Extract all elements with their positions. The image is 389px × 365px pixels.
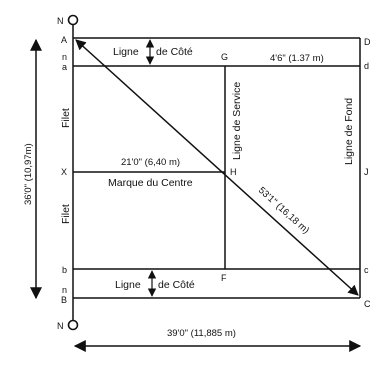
net-post-top bbox=[67, 14, 79, 26]
point-J: J bbox=[364, 167, 369, 177]
side-line-label-top-left: Ligne bbox=[113, 46, 139, 58]
point-d: d bbox=[364, 61, 369, 71]
point-C: C bbox=[364, 299, 371, 309]
court-width-dimension: 36'0" (10,97m) bbox=[23, 143, 34, 205]
center-mark-label: Marque du Centre bbox=[108, 177, 193, 189]
side-line-label-top-right: de Côté bbox=[156, 46, 193, 58]
net-post-bottom bbox=[67, 319, 79, 331]
point-X: X bbox=[61, 167, 67, 177]
diagonal-line bbox=[75, 39, 359, 296]
point-a: a bbox=[62, 62, 67, 72]
court-length-dimension: 39'0" (11,885 m) bbox=[167, 328, 236, 339]
point-H: H bbox=[230, 167, 237, 177]
base-line-label: Ligne de Fond bbox=[343, 98, 355, 165]
point-n-bottom: n bbox=[62, 285, 67, 295]
service-line-label: Ligne de Service bbox=[231, 82, 243, 160]
alley-width-dimension: 4'6" (1.37 m) bbox=[270, 53, 324, 64]
net-label-bottom: Filet bbox=[60, 204, 72, 224]
service-length-dimension: 21'0" (6,40 m) bbox=[121, 157, 180, 168]
side-line-label-bottom-right: de Côté bbox=[158, 279, 195, 291]
point-A: A bbox=[61, 35, 67, 45]
net-label-top: Filet bbox=[60, 108, 72, 128]
point-G: G bbox=[221, 52, 228, 62]
point-B: B bbox=[61, 295, 67, 305]
point-N-top: N bbox=[57, 16, 64, 26]
point-b: b bbox=[62, 265, 67, 275]
side-line-label-bottom-left: Ligne bbox=[115, 279, 141, 291]
point-D: D bbox=[364, 37, 371, 47]
point-N-bottom: N bbox=[57, 321, 64, 331]
point-c: c bbox=[364, 265, 369, 275]
point-n-top: n bbox=[62, 52, 67, 62]
point-F: F bbox=[221, 273, 227, 283]
